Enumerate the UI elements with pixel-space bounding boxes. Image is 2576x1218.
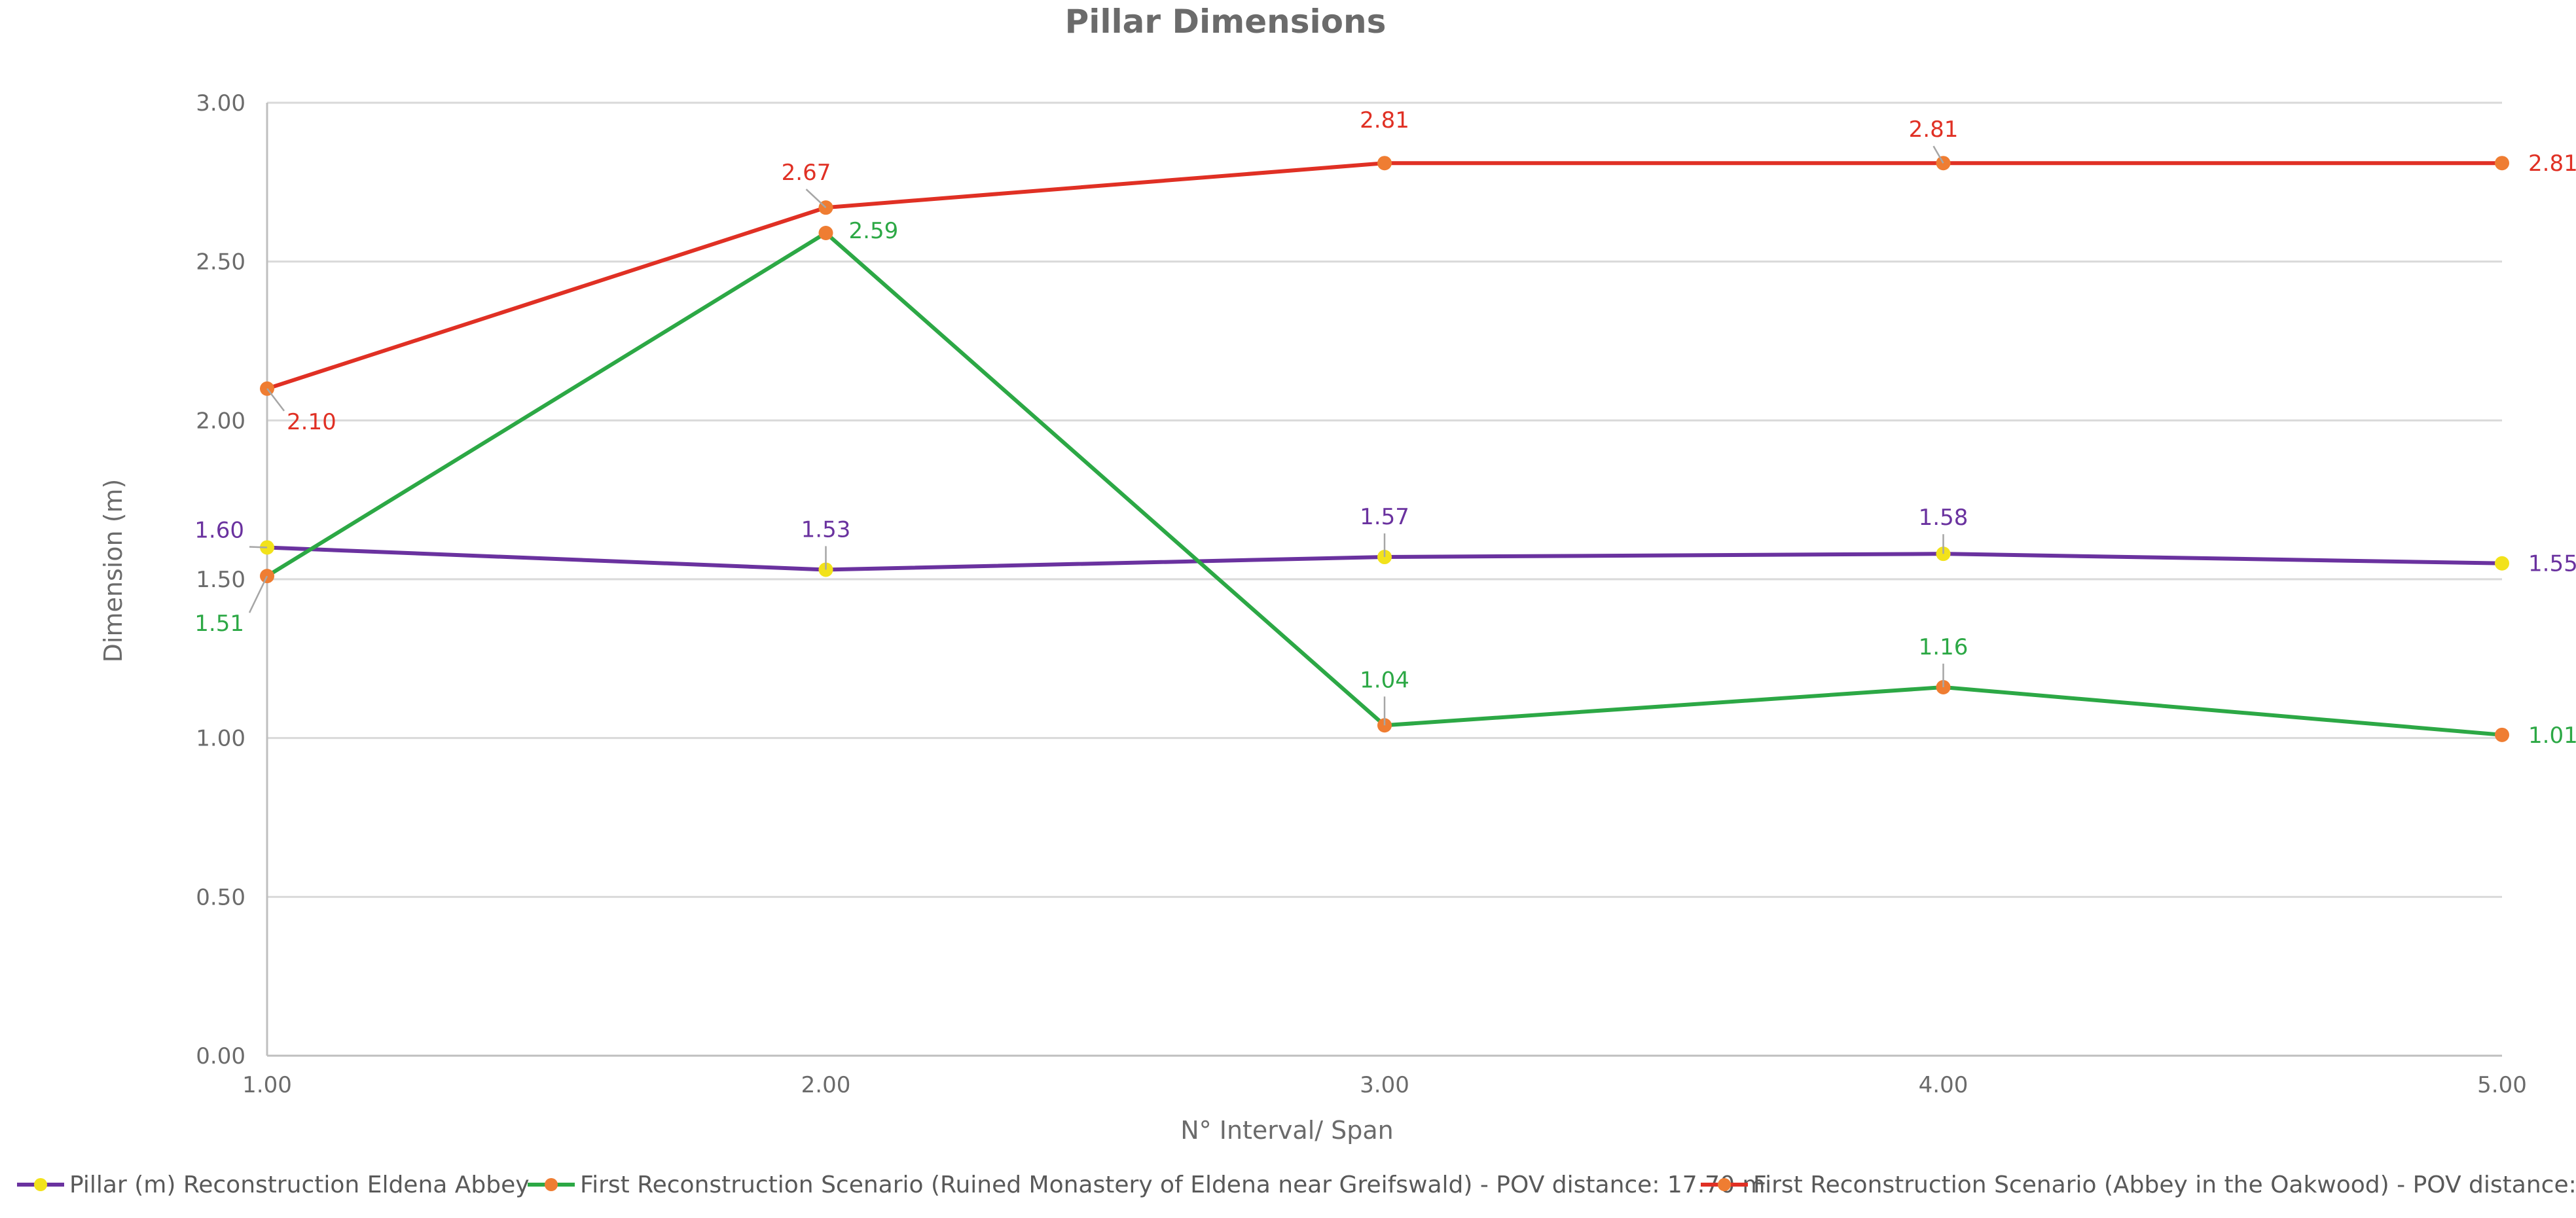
series-line-3 xyxy=(266,161,2502,391)
y-tick-label: 0.00 xyxy=(196,1043,245,1069)
data-label-s2: 1.04 xyxy=(1360,667,1409,693)
data-point-s3 xyxy=(2495,156,2509,171)
data-label-leader xyxy=(1932,145,1944,164)
legend-swatch-marker xyxy=(545,1178,558,1191)
legend-swatch-marker xyxy=(1718,1178,1731,1191)
data-label-s1: 1.55 xyxy=(2528,551,2576,577)
y-tick-label: 0.50 xyxy=(196,884,245,910)
x-tick-label: 5.00 xyxy=(2477,1072,2527,1098)
data-label-leader xyxy=(266,388,285,412)
y-tick-label: 3.00 xyxy=(196,90,245,116)
data-label-s2: 2.59 xyxy=(849,218,899,244)
legend: Pillar (m) Reconstruction Eldena Abbey Fi… xyxy=(17,1172,2576,1198)
data-label-s1: 1.58 xyxy=(1919,505,1968,531)
axes: 0.00 0.50 1.00 1.50 2.00 2.50 3.00 1.00 2.00 3.00… xyxy=(196,90,2527,1098)
legend-swatch-marker xyxy=(34,1178,47,1191)
x-tick-label: 3.00 xyxy=(1360,1072,1409,1098)
x-tick-label: 4.00 xyxy=(1919,1072,1968,1098)
y-tick-label: 1.00 xyxy=(196,726,245,752)
data-label-s2: 1.01 xyxy=(2528,723,2576,749)
data-label-leader xyxy=(249,546,268,548)
data-point-s3 xyxy=(1377,156,1392,171)
data-label-s1: 1.53 xyxy=(801,516,851,543)
x-axis-title: N° Interval/ Span xyxy=(1180,1116,1394,1145)
data-label-leader xyxy=(248,575,268,613)
y-tick-label: 1.50 xyxy=(196,567,245,593)
data-label-s3: 2.81 xyxy=(1909,116,1959,143)
legend-label-3: First Reconstruction Scenario (Abbey in … xyxy=(1753,1172,2576,1198)
data-label-s1: 1.60 xyxy=(194,517,244,543)
series-line-2 xyxy=(266,230,2503,737)
y-tick-label: 2.00 xyxy=(196,408,245,434)
x-tick-label: 1.00 xyxy=(242,1072,292,1098)
legend-label-1: Pillar (m) Reconstruction Eldena Abbey xyxy=(69,1172,530,1198)
data-label-leader xyxy=(805,188,827,209)
gridlines xyxy=(267,101,2502,898)
data-label-s3: 2.67 xyxy=(782,160,831,186)
data-label-s3: 2.10 xyxy=(287,409,336,435)
data-label-s3: 2.81 xyxy=(1360,107,1409,134)
y-axis-title: Dimension (m) xyxy=(99,479,128,663)
series-lines xyxy=(260,156,2509,742)
x-tick-label: 2.00 xyxy=(801,1072,851,1098)
data-point-s1 xyxy=(2495,556,2509,571)
data-labels: 1.60 1.53 1.57 1.58 1.55 1.51 2.59 1.04 1.16 1.01… xyxy=(194,107,2576,749)
legend-label-2: First Reconstruction Scenario (Ruined Mo… xyxy=(580,1172,1765,1198)
data-point-s2 xyxy=(818,225,833,240)
data-label-s1: 1.57 xyxy=(1360,504,1409,530)
data-label-s2: 1.16 xyxy=(1919,634,1968,660)
y-tick-label: 2.50 xyxy=(196,249,245,276)
chart-title: Pillar Dimensions xyxy=(1065,3,1387,41)
data-label-s3: 2.81 xyxy=(2528,151,2576,177)
data-point-s2 xyxy=(2495,727,2509,742)
data-label-s2: 1.51 xyxy=(194,611,244,637)
